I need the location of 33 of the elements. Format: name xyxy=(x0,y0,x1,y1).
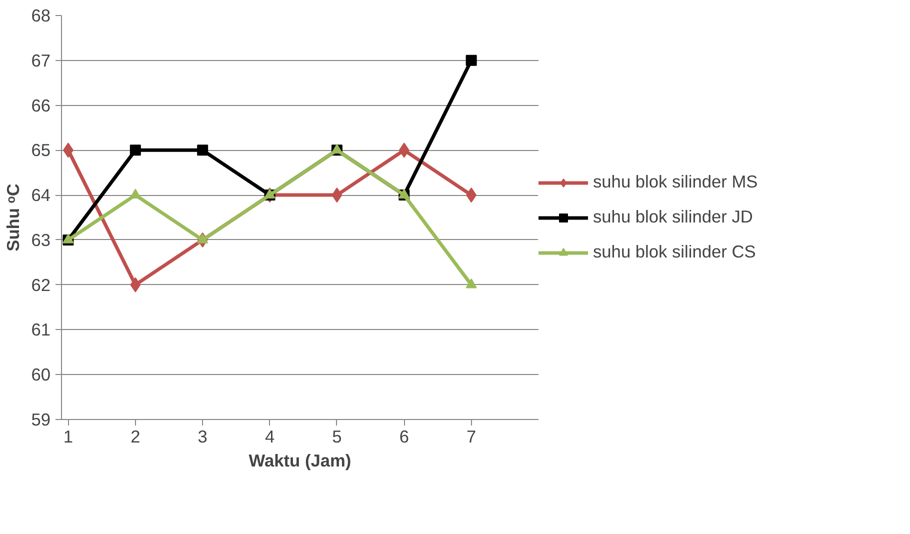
point xyxy=(197,144,208,156)
legend-label: suhu blok silinder JD xyxy=(593,206,753,228)
y-tick-label: 64 xyxy=(31,185,51,206)
point xyxy=(398,188,410,198)
y-tick-label: 62 xyxy=(31,274,51,295)
point xyxy=(332,188,342,203)
x-axis-title: Waktu (Jam) xyxy=(248,450,352,470)
point xyxy=(197,234,208,244)
point xyxy=(398,142,410,158)
y-tick-label: 68 xyxy=(31,6,51,26)
point xyxy=(130,277,141,292)
y-tick-label: 63 xyxy=(31,230,51,250)
x-tick-label: 2 xyxy=(130,426,140,446)
point xyxy=(130,188,141,198)
legend-label: suhu blok silinder CS xyxy=(593,242,756,262)
x-tick-label: 5 xyxy=(332,426,342,446)
y-tick-label: 66 xyxy=(31,95,51,116)
y-tick-label: 60 xyxy=(31,364,51,385)
x-tick-label: 3 xyxy=(198,426,208,446)
legend-label: suhu blok silinder MS xyxy=(593,172,758,192)
y-tick-label: 61 xyxy=(31,320,51,340)
x-tick-label: 4 xyxy=(264,426,275,446)
x-tick-label: 1 xyxy=(63,426,74,446)
y-tick-label: 65 xyxy=(31,140,51,160)
y-tick-label: 59 xyxy=(31,410,51,430)
y-tick-label: 67 xyxy=(31,50,51,70)
y-axis-title: Suhu ᵒC xyxy=(3,183,24,252)
x-tick-label: 6 xyxy=(399,426,409,446)
point xyxy=(264,188,276,198)
x-tick-label: 7 xyxy=(466,426,476,446)
point xyxy=(466,54,477,66)
point xyxy=(466,278,477,288)
point xyxy=(130,144,141,156)
